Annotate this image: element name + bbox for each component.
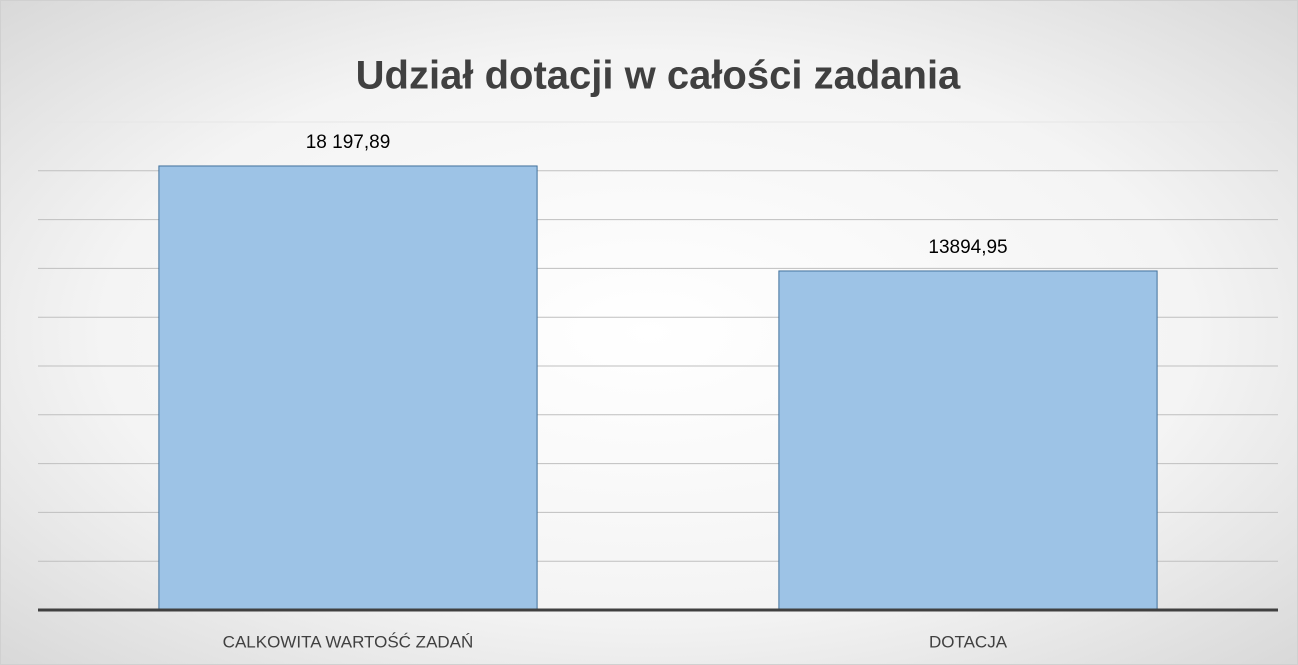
bar bbox=[778, 270, 1158, 611]
x-tick-label: CALKOWITA WARTOŚĆ ZADAŃ bbox=[223, 632, 474, 651]
data-label: 13894,95 bbox=[928, 237, 1007, 258]
chart-title: Udział dotacji w całości zadania bbox=[356, 54, 961, 98]
data-label: 18 197,89 bbox=[306, 132, 391, 153]
x-tick-label: DOTACJA bbox=[929, 632, 1008, 651]
bar bbox=[158, 165, 538, 611]
